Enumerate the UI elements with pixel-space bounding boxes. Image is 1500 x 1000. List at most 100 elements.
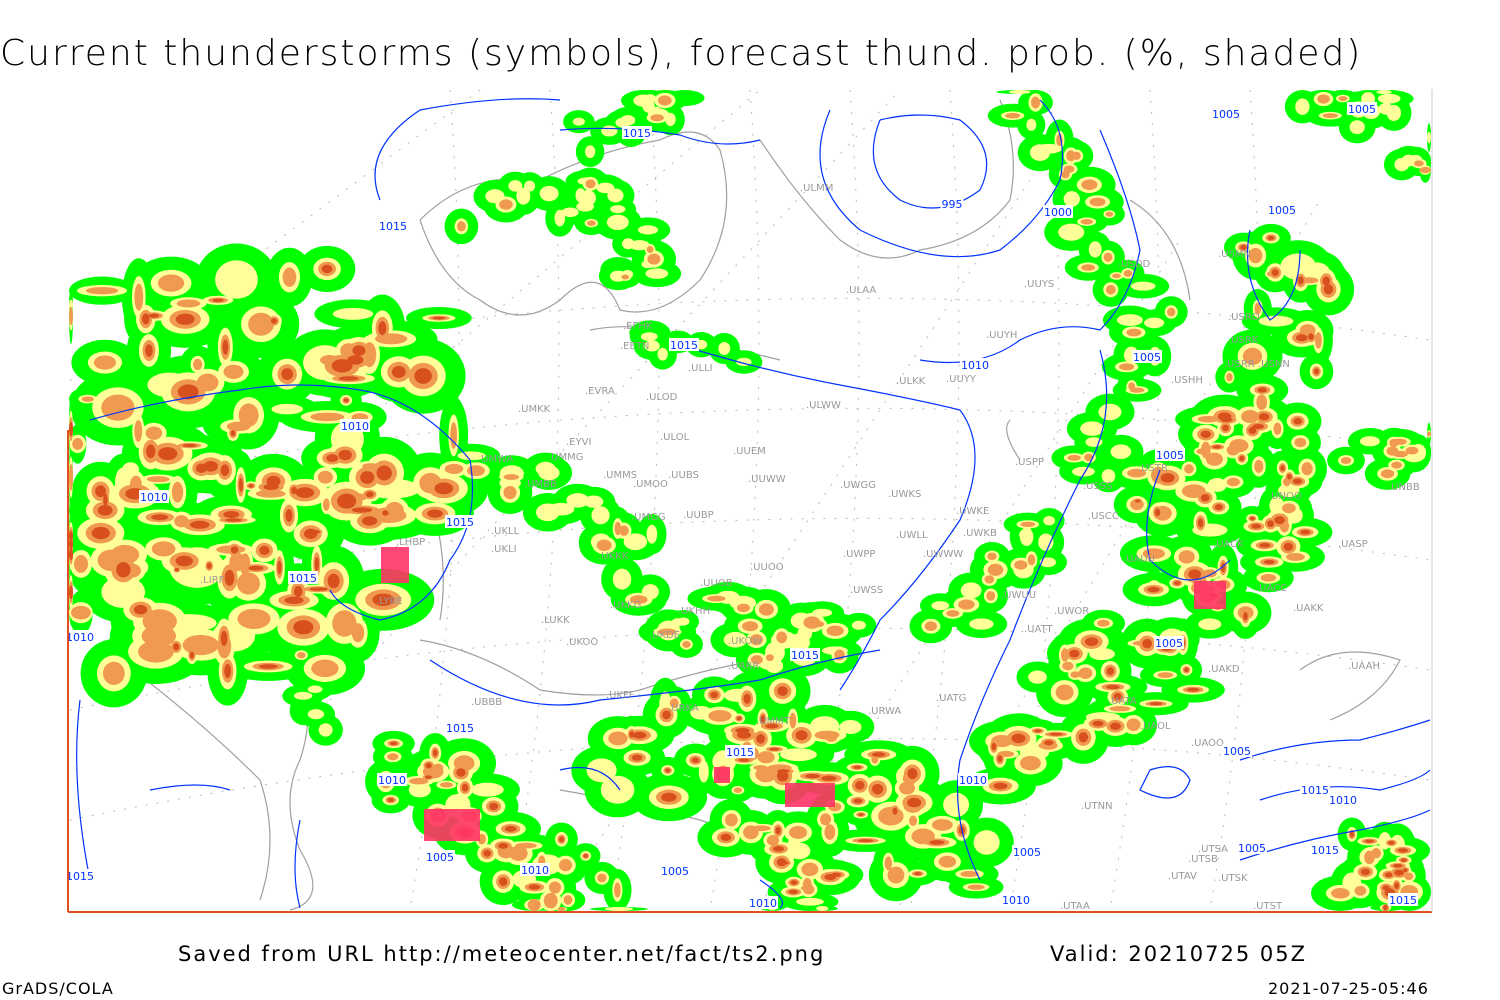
probability-cell	[382, 510, 389, 516]
probability-cell	[1273, 422, 1282, 435]
probability-cell	[1080, 421, 1104, 436]
probability-cell	[641, 584, 659, 600]
probability-cell	[145, 344, 153, 357]
probability-cell	[259, 545, 270, 556]
probability-cell	[718, 341, 731, 356]
probability-cell	[176, 299, 201, 308]
isobar-label-bg	[1267, 203, 1297, 216]
probability-cell	[824, 824, 836, 840]
probability-cell	[504, 825, 517, 832]
probability-cell	[175, 555, 193, 567]
probability-cell	[338, 376, 359, 381]
isobar-label-bg	[660, 864, 690, 877]
station-label: .UKKG	[610, 600, 641, 611]
probability-cell	[561, 207, 579, 218]
probability-cell	[1039, 557, 1056, 568]
probability-cell	[318, 723, 333, 737]
station-label: .UKKK	[598, 551, 629, 562]
probability-cell	[1283, 542, 1294, 551]
isobar-label-bg	[1001, 893, 1031, 906]
probability-cell	[610, 205, 626, 214]
isobar-label: 1005	[1156, 449, 1184, 462]
probability-cell	[1160, 473, 1175, 483]
probability-cell	[1061, 170, 1070, 179]
isobar-label: 1005	[1223, 745, 1251, 758]
probability-cell	[196, 373, 219, 392]
probability-cell	[258, 664, 278, 669]
station-label: .UAAH	[1348, 661, 1380, 672]
probability-cell	[223, 364, 244, 379]
probability-cell	[516, 187, 531, 205]
probability-cell	[665, 768, 671, 773]
isobar-label: 1015	[289, 572, 317, 585]
isobar-label-bg	[1300, 783, 1330, 796]
probability-cell	[987, 552, 997, 561]
isobar-line	[919, 129, 1141, 364]
station-label: .UKOW	[728, 636, 762, 647]
probability-cell	[612, 568, 632, 590]
probability-cell	[1282, 503, 1296, 514]
probability-cell	[1027, 554, 1036, 566]
probability-cell	[508, 180, 523, 192]
probability-cell	[182, 443, 197, 448]
probability-cell	[1188, 569, 1202, 580]
probability-cell	[69, 299, 73, 311]
probability-cell	[887, 866, 905, 884]
probability-cell	[1274, 516, 1285, 525]
station-label: .UUBS	[668, 470, 699, 481]
probability-cell	[1074, 671, 1084, 677]
probability-cell	[1331, 887, 1350, 899]
station-label: .UWKB	[963, 528, 997, 539]
probability-cell	[773, 846, 785, 852]
station-label: .UUOB	[700, 578, 733, 589]
probability-cell	[134, 420, 143, 443]
isobar-label-bg	[1154, 636, 1184, 649]
probability-cell	[1134, 499, 1141, 503]
probability-cell	[707, 595, 726, 602]
probability-cell	[1427, 131, 1431, 144]
probability-cell	[1154, 508, 1161, 517]
probability-cell	[820, 813, 832, 826]
isobar-label: 1005	[1013, 846, 1041, 859]
station-label: .ULWW	[806, 400, 841, 411]
probability-cell	[825, 734, 837, 742]
probability-cell	[1101, 469, 1116, 484]
isobar-line	[294, 819, 301, 909]
isobar-label-bg	[377, 773, 407, 786]
probability-cell	[720, 833, 732, 842]
probability-cell	[466, 465, 485, 477]
probability-cell	[277, 560, 282, 575]
probability-cell	[1251, 523, 1262, 529]
probability-cell	[805, 774, 821, 779]
probability-cell	[1280, 465, 1285, 472]
thunderstorm-symbol	[424, 809, 480, 841]
probability-cell	[238, 403, 259, 427]
probability-cell	[1222, 424, 1229, 432]
probability-cell	[503, 474, 520, 480]
station-label: .UWSS	[850, 585, 883, 596]
probability-cell	[640, 332, 658, 341]
station-label: .UWKE	[956, 506, 989, 517]
probability-cell	[338, 449, 352, 461]
isobar-line	[89, 384, 474, 621]
probability-cell	[91, 526, 110, 540]
isobar-label: 1010	[961, 359, 989, 372]
probability-cell	[362, 463, 380, 470]
probability-cell	[538, 465, 560, 481]
isobar-label: 1010	[1002, 894, 1030, 907]
probability-cell	[427, 509, 443, 518]
probability-cell	[1313, 368, 1320, 375]
station-labels: .ULMM .ULAA .UUYS .UUYH .ULKK .UUYY .ULWW .EFHK…	[200, 183, 1420, 912]
station-label: .USPP	[1015, 457, 1044, 468]
probability-cell	[146, 444, 156, 459]
probability-cell	[461, 783, 469, 792]
probability-cell	[931, 819, 953, 831]
probability-cell	[884, 856, 893, 871]
probability-cell	[360, 471, 375, 484]
station-label: .USHH	[1171, 375, 1203, 386]
probability-cell	[1044, 740, 1054, 746]
probability-cell	[498, 842, 509, 849]
probability-cell	[1240, 245, 1247, 250]
station-label: .LIRF	[200, 575, 225, 586]
coastline	[419, 639, 761, 696]
